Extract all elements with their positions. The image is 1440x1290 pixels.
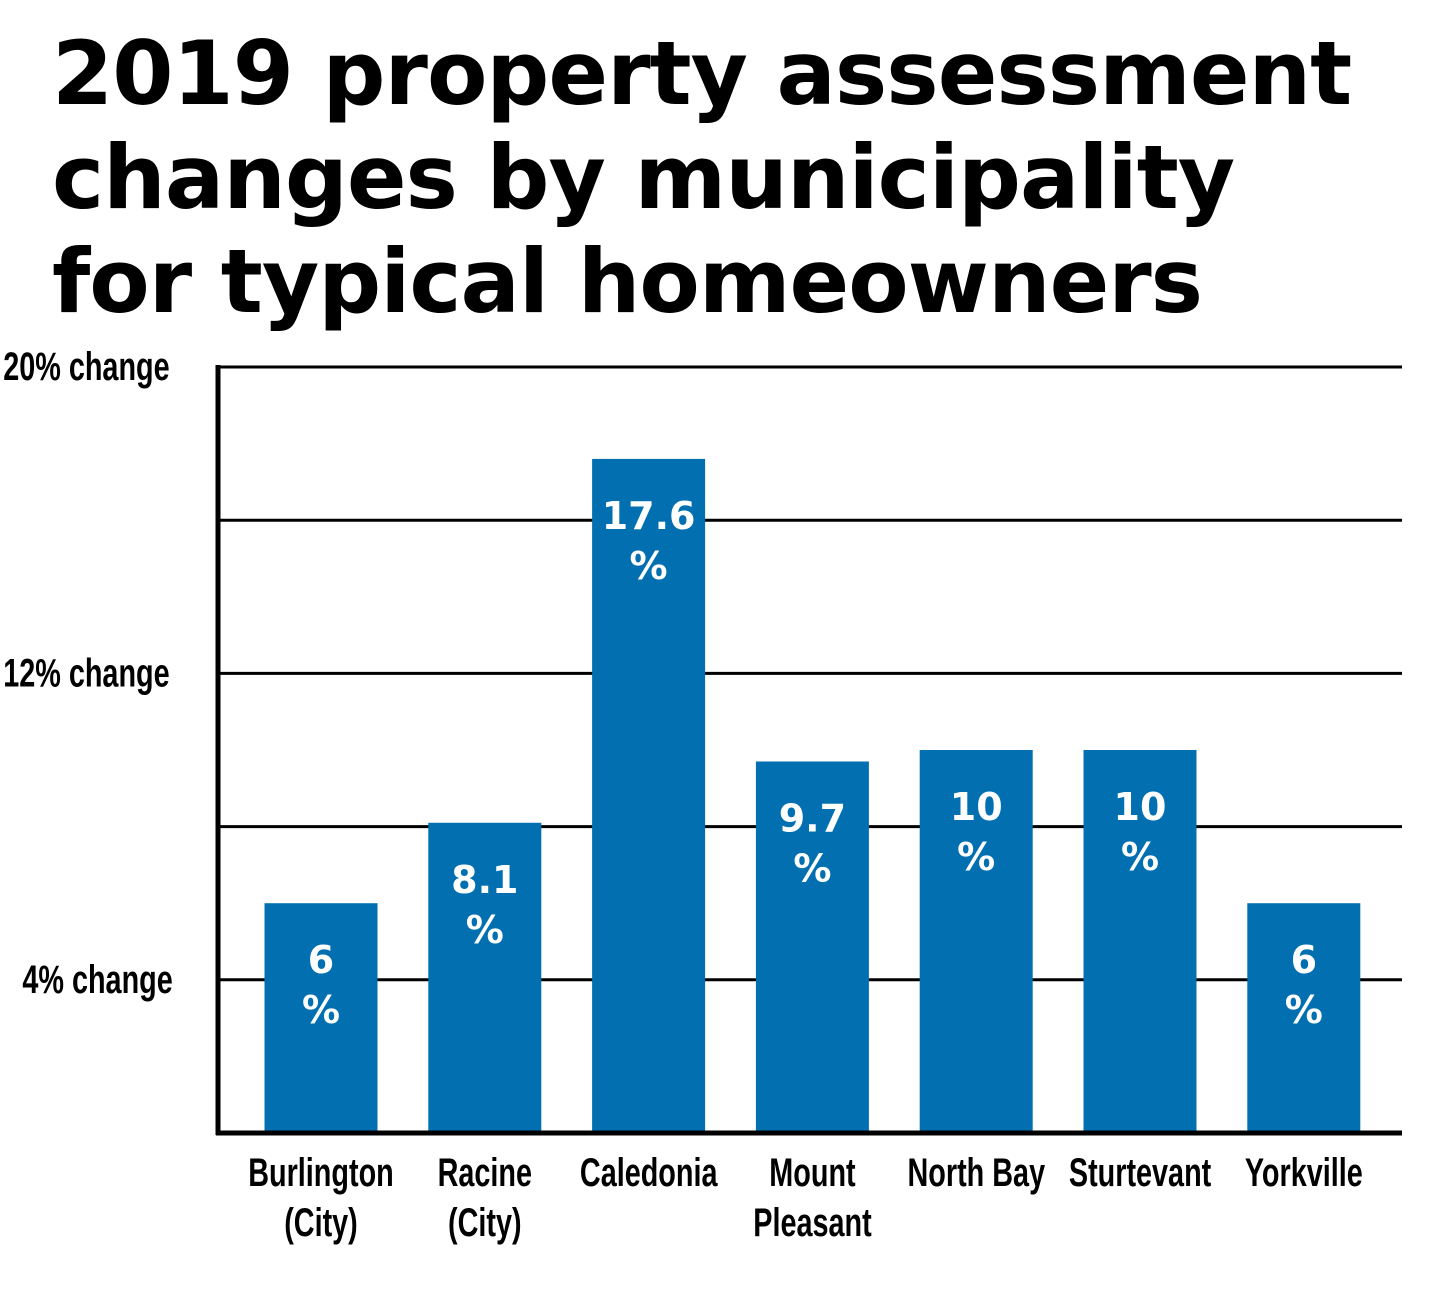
data-label: % xyxy=(302,988,340,1032)
category-label: Burlington xyxy=(248,1150,394,1195)
bar-3 xyxy=(755,761,869,1133)
data-labels: 6% 8.1% 17.6% 9.7% 10% 10% 6% xyxy=(302,494,1323,1032)
bar-1 xyxy=(428,822,542,1133)
gridlines xyxy=(218,365,1402,982)
axes xyxy=(215,365,1402,1136)
data-label: 6 xyxy=(308,938,334,982)
data-label: 17.6 xyxy=(602,494,696,538)
data-label: % xyxy=(1285,988,1323,1032)
data-label: % xyxy=(466,908,504,952)
bar-5 xyxy=(1083,750,1197,1133)
bars xyxy=(264,458,1361,1133)
y-tick-label: 4% change xyxy=(22,957,172,1002)
y-tick-label: 20% change xyxy=(3,345,169,390)
category-label: Racine xyxy=(438,1150,532,1195)
chart-title: 2019 property assessment changes by muni… xyxy=(52,22,1352,333)
data-label: 8.1 xyxy=(451,858,518,902)
data-label: 9.7 xyxy=(779,796,846,840)
category-label: (City) xyxy=(284,1200,358,1245)
data-label: 6 xyxy=(1291,938,1317,982)
category-label: North Bay xyxy=(908,1150,1046,1195)
bar-2 xyxy=(592,458,706,1133)
category-label: Caledonia xyxy=(580,1150,718,1195)
x-category-labels: Burlington (City) Racine (City) Caledonia Mou… xyxy=(248,1150,1363,1245)
data-label: 10 xyxy=(950,785,1003,829)
y-tick-label: 12% change xyxy=(3,651,169,696)
data-label: % xyxy=(793,846,831,890)
data-label: % xyxy=(1121,835,1159,879)
category-label: (City) xyxy=(448,1200,522,1245)
bar-4 xyxy=(919,750,1033,1133)
bar-0 xyxy=(264,903,378,1133)
category-label: Yorkville xyxy=(1245,1150,1363,1195)
y-tick-labels: 4% change 12% change 20% change xyxy=(3,345,173,1003)
data-label: % xyxy=(630,544,668,588)
category-label: Pleasant xyxy=(753,1200,872,1245)
data-label: % xyxy=(957,835,995,879)
category-label: Sturtevant xyxy=(1069,1150,1212,1195)
bar-6 xyxy=(1247,903,1361,1133)
data-label: 10 xyxy=(1114,785,1167,829)
category-label: Mount xyxy=(769,1150,856,1195)
